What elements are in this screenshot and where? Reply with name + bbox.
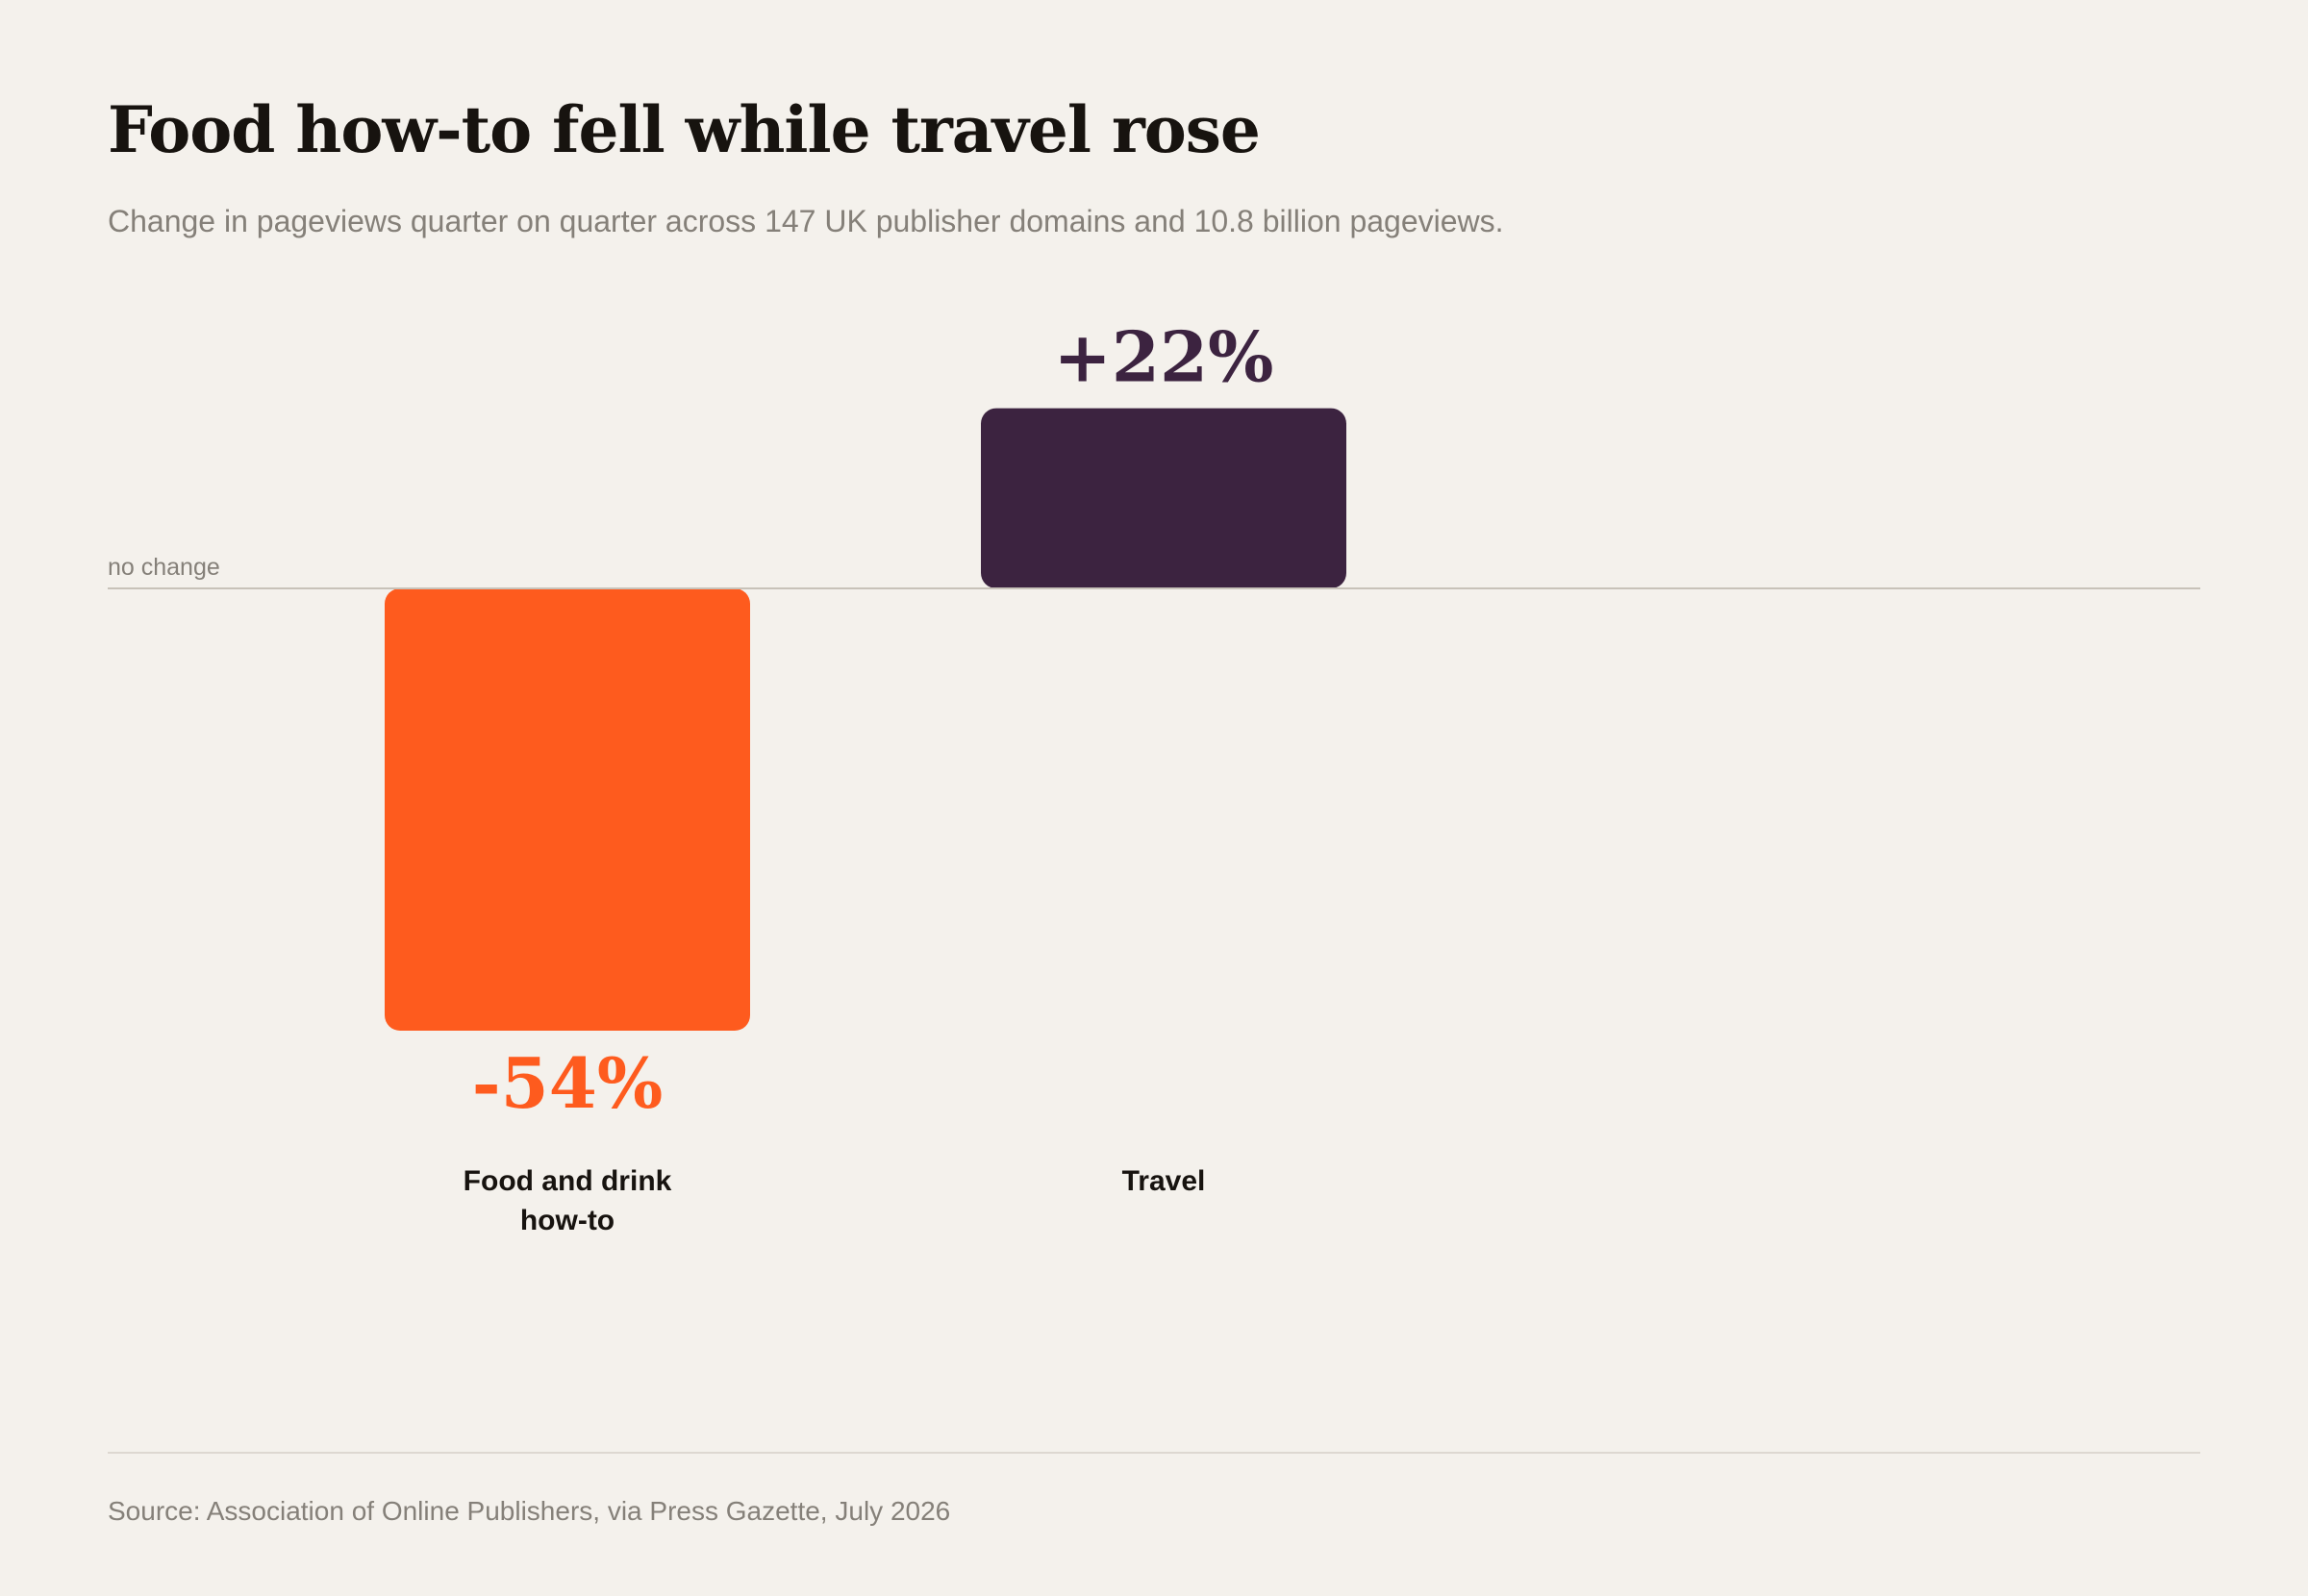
source-note: Source: Association of Online Publishers… [108,1496,951,1526]
chart-title: Food how-to fell while travel rose [108,92,1261,167]
chart-subtitle: Change in pageviews quarter on quarter a… [108,204,1504,238]
baseline-label: no change [108,554,220,581]
value-label: -54% [472,1042,664,1124]
footer-divider [108,1452,2200,1454]
category-label: how-to [520,1205,615,1236]
value-label: +22% [1054,316,1274,398]
bar-negative [385,588,750,1031]
category-label: Travel [1122,1165,1206,1197]
category-label: Food and drink [464,1165,672,1197]
bar-positive [981,408,1346,588]
